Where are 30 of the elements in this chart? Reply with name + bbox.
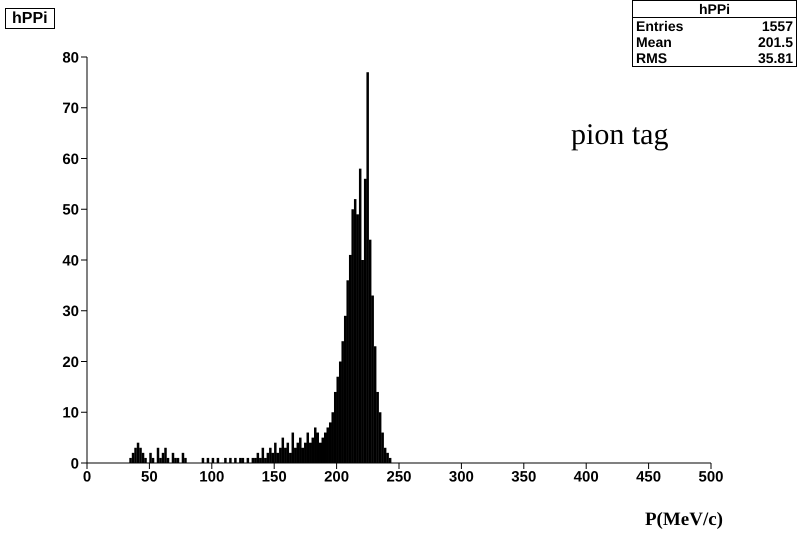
annotation: pion tag <box>571 118 668 152</box>
x-axis-title: P(MeV/c) <box>644 509 723 531</box>
x-tick-label: 400 <box>574 468 599 486</box>
y-tick-label: 40 <box>62 252 79 270</box>
text: Entries <box>636 18 684 34</box>
y-tick-label: 70 <box>62 100 79 118</box>
y-tick-label: 80 <box>62 49 79 66</box>
y-tick-label: 20 <box>62 354 79 371</box>
annotation: RMS <box>636 50 668 66</box>
y-tick-label: 10 <box>62 404 79 422</box>
text: hPPi <box>633 1 796 18</box>
x-tick-label: 100 <box>199 468 224 486</box>
y-tick-label: 0 <box>70 455 79 472</box>
x-tick-label: 200 <box>324 468 350 486</box>
x-tick-label: 300 <box>448 468 474 486</box>
x-tick-label: 0 <box>82 468 92 486</box>
x-tick-label: 150 <box>262 468 287 486</box>
text: 201.5 <box>758 34 793 50</box>
text: 1557 <box>762 18 793 34</box>
y-tick-label: 60 <box>62 150 79 168</box>
y-tick-label: 50 <box>62 202 79 219</box>
chart-title: hPPi <box>5 8 55 29</box>
y-tick-label: 30 <box>62 303 79 320</box>
text: Mean <box>636 34 672 50</box>
text: 35.81 <box>758 50 793 66</box>
x-tick-label: 500 <box>698 468 724 486</box>
x-tick-label: 350 <box>511 468 536 486</box>
x-tick-label: 450 <box>636 468 662 486</box>
x-tick-label: 50 <box>141 468 158 486</box>
x-tick-label: 250 <box>386 468 412 486</box>
